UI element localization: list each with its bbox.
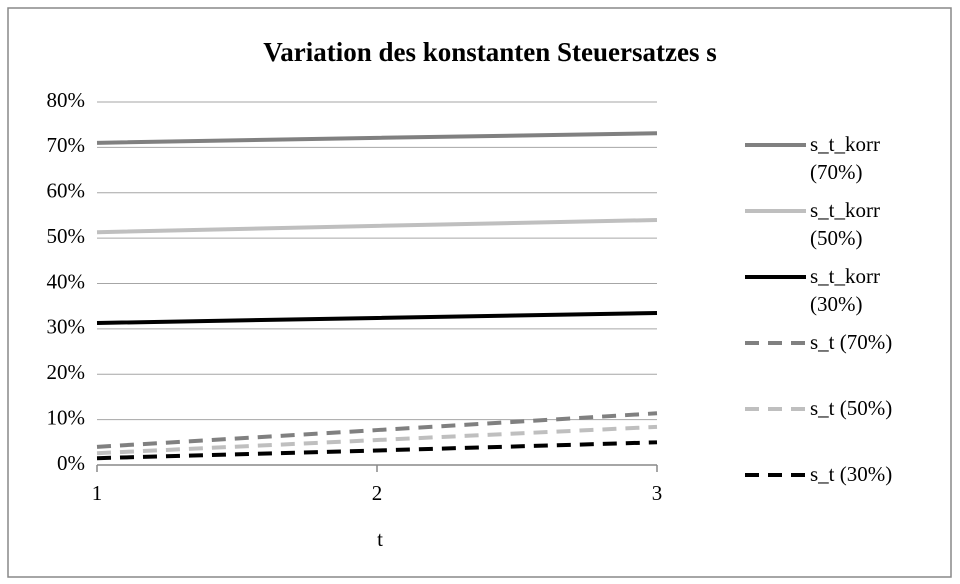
legend-label: s_t (50%) <box>810 396 893 420</box>
x-tick-label: 1 <box>92 481 103 505</box>
chart-border <box>7 7 952 578</box>
series-line <box>96 411 658 449</box>
legend-label: s_t (30%) <box>810 462 893 486</box>
y-tick-label: 30% <box>47 315 86 339</box>
series-line <box>96 424 658 456</box>
legend-label: s_t_korr (30%) <box>810 264 880 316</box>
y-tick-label: 0% <box>57 451 85 475</box>
x-tick-label: 2 <box>372 481 383 505</box>
y-tick-label: 70% <box>47 133 86 157</box>
legend-label: s_t_korr (70%) <box>810 132 880 184</box>
y-tick-label: 50% <box>47 224 86 248</box>
y-tick-label: 40% <box>47 269 86 293</box>
x-axis-label: t <box>377 527 383 551</box>
legend-label: s_t_korr (50%) <box>810 198 880 250</box>
legend-label: s_t (70%) <box>810 330 893 354</box>
y-tick-label: 60% <box>47 179 86 203</box>
x-tick-label: 3 <box>652 481 663 505</box>
y-tick-label: 20% <box>47 360 86 384</box>
series-line <box>96 440 658 461</box>
series-line <box>96 217 658 235</box>
y-tick-label: 10% <box>47 405 86 429</box>
chart-title: Variation des konstanten Steuersatzes s <box>263 37 717 67</box>
series-line <box>96 131 658 145</box>
y-tick-label: 80% <box>47 88 86 112</box>
series-line <box>96 310 658 325</box>
